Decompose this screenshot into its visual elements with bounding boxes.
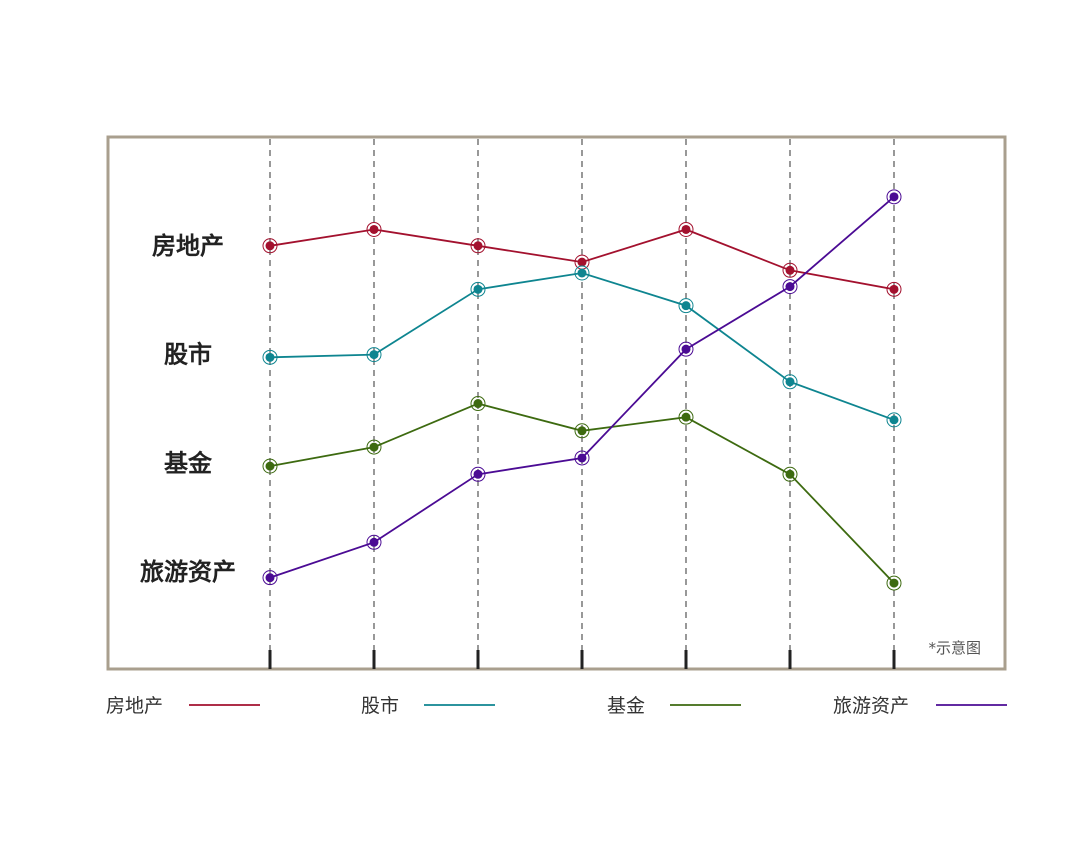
data-point	[681, 412, 691, 422]
data-point	[785, 377, 795, 387]
data-point	[577, 257, 587, 267]
data-point	[369, 224, 379, 234]
series-group	[262, 265, 902, 428]
series-group	[262, 396, 902, 591]
data-point-ring	[366, 439, 382, 455]
legend-label: 基金	[607, 695, 645, 717]
data-point-ring	[782, 466, 798, 482]
data-point	[369, 442, 379, 452]
data-point-ring	[470, 281, 486, 297]
row-label: 旅游资产	[140, 558, 236, 586]
data-point-ring	[262, 349, 278, 365]
data-point	[785, 469, 795, 479]
row-label: 基金	[164, 449, 213, 477]
row-label: 股市	[164, 341, 212, 369]
data-point-ring	[470, 396, 486, 412]
data-point-ring	[886, 281, 902, 297]
data-point-ring	[886, 412, 902, 428]
grid-layer	[268, 139, 896, 669]
legend-label: 股市	[361, 695, 399, 717]
data-point-ring	[782, 279, 798, 295]
series-group	[262, 221, 902, 297]
row-label: 房地产	[152, 232, 224, 260]
data-point	[265, 241, 275, 251]
chart-note: *示意图	[928, 639, 981, 657]
data-point	[785, 265, 795, 275]
legend-label: 房地产	[106, 695, 163, 717]
data-point	[889, 192, 899, 202]
plot-frame	[106, 135, 1007, 671]
data-point-ring	[574, 265, 590, 281]
data-point	[785, 282, 795, 292]
data-point	[889, 578, 899, 588]
data-point-ring	[574, 450, 590, 466]
legend: 房地产 股市 基金 旅游资产	[106, 695, 1007, 717]
data-point-ring	[262, 570, 278, 586]
data-point-ring	[678, 409, 694, 425]
data-point-ring	[782, 262, 798, 278]
data-point	[265, 352, 275, 362]
data-point	[681, 301, 691, 311]
data-point-ring	[470, 238, 486, 254]
data-point	[473, 284, 483, 294]
data-point	[681, 344, 691, 354]
data-point	[473, 399, 483, 409]
data-point-ring	[366, 347, 382, 363]
data-point	[473, 241, 483, 251]
data-point-ring	[470, 466, 486, 482]
data-point-ring	[886, 575, 902, 591]
data-point-ring	[678, 298, 694, 314]
data-point	[889, 284, 899, 294]
data-point-ring	[886, 189, 902, 205]
data-point	[577, 268, 587, 278]
data-point	[369, 350, 379, 360]
data-point	[369, 537, 379, 547]
data-point	[681, 224, 691, 234]
series-layer	[262, 189, 902, 591]
data-point	[889, 415, 899, 425]
data-point-ring	[678, 221, 694, 237]
legend-label: 旅游资产	[833, 695, 909, 717]
series-group	[262, 189, 902, 586]
data-point-ring	[262, 238, 278, 254]
data-point-ring	[262, 458, 278, 474]
data-point-ring	[366, 221, 382, 237]
data-point-ring	[678, 341, 694, 357]
data-point	[577, 426, 587, 436]
data-point	[473, 469, 483, 479]
data-point-ring	[782, 374, 798, 390]
data-point-ring	[574, 423, 590, 439]
data-point	[265, 461, 275, 471]
data-point-ring	[366, 534, 382, 550]
data-point	[265, 573, 275, 583]
data-point	[577, 453, 587, 463]
